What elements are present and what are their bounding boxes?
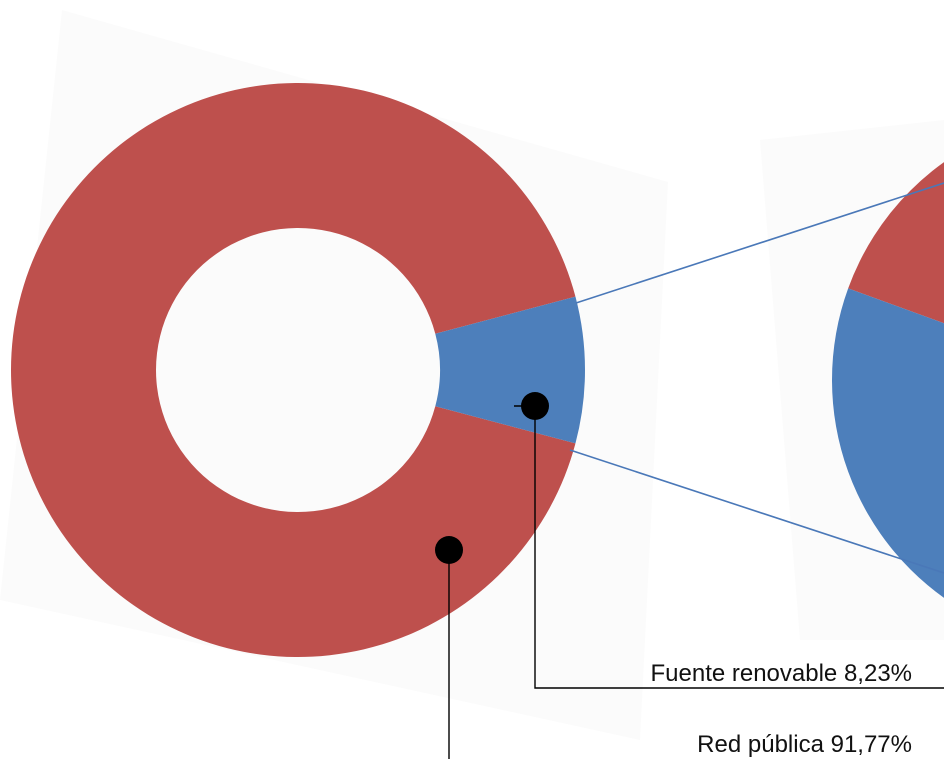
leader-fuente-renovable <box>534 406 944 689</box>
connector-bottom <box>569 449 944 574</box>
zoom-slice-blue <box>832 288 944 598</box>
zoom-connectors <box>569 182 944 574</box>
slice-red-publica <box>11 82 576 657</box>
marker-fuente-renovable <box>521 392 549 420</box>
label-red-publica: Red pública 91,77% <box>697 731 912 758</box>
connector-top <box>575 182 944 304</box>
marker-red-publica <box>435 536 463 564</box>
label-fuente-renovable: Fuente renovable 8,23% <box>650 660 912 687</box>
zoom-donut <box>832 162 944 598</box>
zoom-slice-red <box>848 162 944 324</box>
leader-lines <box>435 392 944 759</box>
